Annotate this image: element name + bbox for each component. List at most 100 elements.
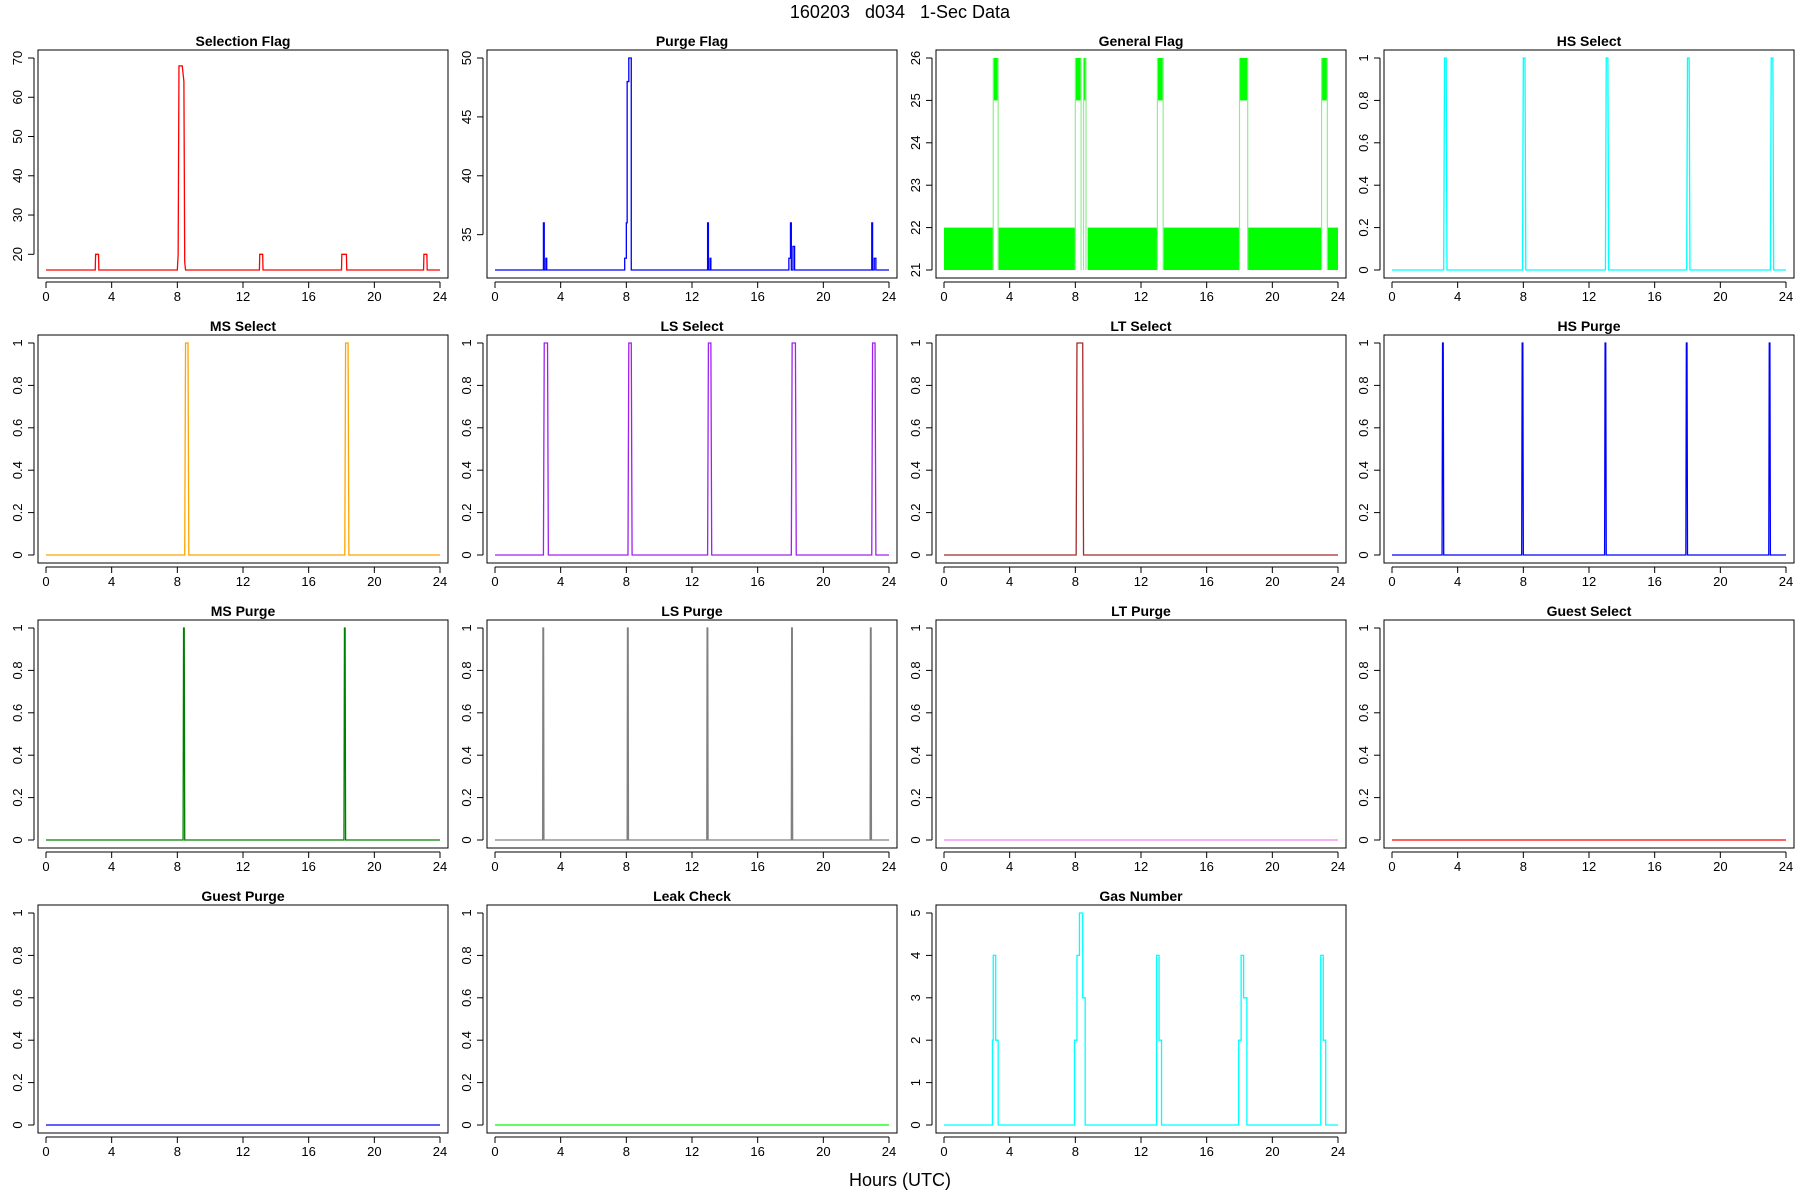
y-tick-label: 35 — [459, 227, 474, 241]
x-axis: 0 4 8 12 16 20 24 — [940, 281, 1345, 304]
x-tick-label: 0 — [491, 859, 498, 874]
y-tick-label: 0.6 — [10, 989, 25, 1007]
y-tick-label: 20 — [10, 247, 25, 261]
y-tick-label: 0.8 — [10, 661, 25, 679]
data-spike — [1083, 58, 1087, 101]
panel-ms-select: MS Select 0 4 8 12 16 20 24 0 0.2 0.4 0.6 0.8 1 — [10, 318, 449, 589]
panel-title-lt-select: LT Select — [1110, 318, 1172, 334]
plot-frame — [37, 619, 449, 849]
plot-frame — [486, 49, 898, 279]
y-tick-label: 2 — [908, 1037, 923, 1044]
panel-title-ls-purge: LS Purge — [661, 603, 723, 619]
y-tick-label: 0.2 — [459, 504, 474, 522]
x-tick-label: 20 — [816, 289, 830, 304]
panel-title-hs-select: HS Select — [1557, 33, 1622, 49]
x-tick-label: 16 — [1199, 1144, 1213, 1159]
y-tick-label: 0.8 — [908, 661, 923, 679]
x-tick-label: 0 — [42, 574, 49, 589]
x-axis: 0 4 8 12 16 20 24 — [491, 566, 896, 589]
x-tick-label: 16 — [301, 574, 315, 589]
x-tick-label: 24 — [1331, 859, 1345, 874]
plot-frame — [37, 334, 449, 564]
data-spike — [1239, 58, 1248, 101]
x-tick-label: 0 — [940, 859, 947, 874]
y-tick-label: 0 — [459, 551, 474, 558]
panel-guest-select: Guest Select 0 4 8 12 16 20 24 0 0.2 0.4 0.6 0.8 1 — [1356, 603, 1795, 874]
data-spike-edge — [1156, 58, 1164, 270]
x-tick-label: 24 — [1331, 574, 1345, 589]
x-axis-title: Hours (UTC) — [849, 1170, 951, 1190]
x-tick-label: 0 — [940, 574, 947, 589]
x-tick-label: 4 — [557, 1144, 564, 1159]
panel-title-selection-flag: Selection Flag — [196, 33, 291, 49]
panel-title-lt-purge: LT Purge — [1111, 603, 1171, 619]
y-tick-label: 0.8 — [459, 661, 474, 679]
plot-frame — [935, 619, 1347, 849]
plot-frame — [37, 49, 449, 279]
x-tick-label: 24 — [1779, 289, 1793, 304]
panel-ls-select: LS Select 0 4 8 12 16 20 24 0 0.2 0.4 0.6 0.8 1 — [459, 318, 898, 589]
y-tick-label: 0.4 — [459, 1031, 474, 1049]
x-tick-label: 16 — [750, 574, 764, 589]
y-tick-label: 0.2 — [1356, 504, 1371, 522]
y-tick-label: 0 — [10, 551, 25, 558]
y-tick-label: 50 — [459, 51, 474, 65]
x-tick-label: 16 — [301, 859, 315, 874]
y-tick-label: 0 — [908, 1121, 923, 1128]
y-tick-label: 24 — [908, 136, 923, 150]
panel-title-ls-select: LS Select — [660, 318, 723, 334]
x-tick-label: 0 — [940, 289, 947, 304]
data-spike-edge — [1238, 58, 1249, 270]
x-tick-label: 20 — [367, 1144, 381, 1159]
y-tick-label: 0.2 — [1356, 219, 1371, 237]
x-tick-label: 4 — [557, 574, 564, 589]
x-tick-label: 8 — [623, 859, 630, 874]
y-tick-label: 0.8 — [1356, 376, 1371, 394]
x-axis: 0 4 8 12 16 20 24 — [42, 281, 447, 304]
x-axis: 0 4 8 12 16 20 24 — [1388, 281, 1793, 304]
data-series-line — [46, 342, 440, 556]
plot-frame — [37, 904, 449, 1134]
y-axis: 0 0.2 0.4 0.6 0.8 1 — [1356, 339, 1381, 559]
y-tick-label: 1 — [1356, 54, 1371, 61]
x-axis: 0 4 8 12 16 20 24 — [42, 851, 447, 874]
x-tick-label: 12 — [236, 859, 250, 874]
y-tick-label: 30 — [10, 208, 25, 222]
y-tick-label: 0.2 — [1356, 789, 1371, 807]
y-tick-label: 0 — [908, 836, 923, 843]
x-tick-label: 16 — [301, 1144, 315, 1159]
x-tick-label: 4 — [108, 1144, 115, 1159]
y-tick-label: 0.6 — [10, 704, 25, 722]
y-tick-label: 0 — [10, 836, 25, 843]
y-axis: 35 40 45 50 — [459, 51, 484, 242]
x-axis: 0 4 8 12 16 20 24 — [491, 281, 896, 304]
y-tick-label: 0.6 — [1356, 704, 1371, 722]
x-tick-label: 12 — [236, 574, 250, 589]
y-axis: 0 0.2 0.4 0.6 0.8 1 — [1356, 624, 1381, 844]
y-axis: 0 0.2 0.4 0.6 0.8 1 — [10, 909, 35, 1129]
x-axis: 0 4 8 12 16 20 24 — [491, 1136, 896, 1159]
x-tick-label: 16 — [1647, 289, 1661, 304]
x-tick-label: 16 — [1647, 574, 1661, 589]
panel-title-hs-purge: HS Purge — [1557, 318, 1620, 334]
x-tick-label: 8 — [174, 574, 181, 589]
x-tick-label: 4 — [1006, 1144, 1013, 1159]
y-axis: 20 30 40 50 60 70 — [10, 51, 35, 262]
figure-title: 160203 d034 1-Sec Data — [789, 2, 1011, 22]
x-axis: 0 4 8 12 16 20 24 — [491, 851, 896, 874]
y-tick-label: 0.2 — [908, 504, 923, 522]
y-tick-label: 50 — [10, 129, 25, 143]
y-tick-label: 1 — [10, 624, 25, 631]
y-axis: 0 0.2 0.4 0.6 0.8 1 — [1356, 54, 1381, 274]
panel-purge-flag: Purge Flag 0 4 8 12 16 20 24 35 40 45 50 — [459, 33, 898, 304]
y-tick-label: 0.8 — [1356, 91, 1371, 109]
x-tick-label: 12 — [1582, 574, 1596, 589]
x-tick-label: 0 — [1388, 574, 1395, 589]
y-tick-label: 0.4 — [1356, 176, 1371, 194]
y-tick-label: 0.6 — [10, 419, 25, 437]
panel-ls-purge: LS Purge 0 4 8 12 16 20 24 0 0.2 0.4 0.6 0.8 1 — [459, 603, 898, 874]
x-axis: 0 4 8 12 16 20 24 — [940, 1136, 1345, 1159]
x-tick-label: 24 — [1331, 289, 1345, 304]
x-tick-label: 0 — [1388, 289, 1395, 304]
panel-title-ms-purge: MS Purge — [211, 603, 276, 619]
